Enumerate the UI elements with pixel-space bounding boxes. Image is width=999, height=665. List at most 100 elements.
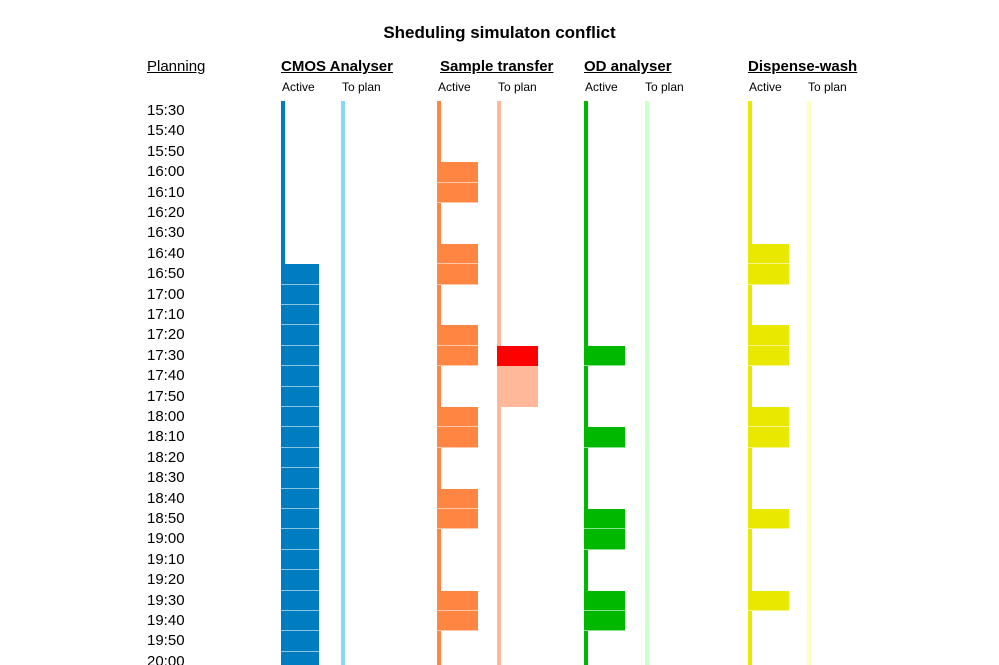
slot-divider (281, 569, 319, 571)
active-slot-block (437, 182, 478, 203)
time-label: 16:40 (147, 244, 185, 262)
active-slot-block (281, 468, 319, 489)
time-label: 15:30 (147, 102, 185, 119)
time-label: 17:30 (147, 346, 185, 364)
slot-divider (281, 406, 319, 407)
time-label: 17:40 (147, 367, 185, 385)
slot-divider (584, 548, 625, 550)
slot-divider (437, 181, 478, 183)
active-column-label: Active (749, 80, 782, 94)
active-slot-block (584, 529, 625, 550)
slot-divider (748, 344, 789, 346)
time-label: 17:00 (147, 285, 185, 303)
active-slot-block (437, 345, 478, 367)
active-slot-block (437, 407, 478, 428)
active-slot-block (437, 264, 478, 285)
time-label: 16:30 (147, 224, 185, 242)
slot-divider (437, 610, 478, 611)
slot-divider (281, 487, 319, 489)
active-column-label: Active (438, 80, 471, 94)
slot-divider (748, 610, 789, 611)
slot-divider (437, 344, 478, 346)
active-slot-block (281, 264, 319, 285)
to-plan-track-strip (341, 101, 345, 665)
slot-divider (281, 610, 319, 611)
active-track-strip (748, 101, 752, 665)
active-slot-block (281, 651, 319, 665)
time-label: 17:50 (147, 387, 185, 405)
slot-divider (281, 589, 319, 591)
active-slot-block (281, 305, 319, 326)
active-slot-block (281, 386, 319, 407)
active-slot-block (281, 590, 319, 611)
slot-divider (584, 446, 625, 448)
active-slot-block (584, 509, 625, 530)
to-plan-column-label: To plan (342, 80, 381, 94)
slot-divider (748, 446, 789, 448)
slot-divider (281, 446, 319, 448)
active-slot-block (281, 611, 319, 632)
active-slot-block (748, 427, 789, 448)
slot-divider (748, 365, 789, 367)
active-slot-block (281, 427, 319, 448)
slot-divider (281, 365, 319, 367)
time-label: 18:10 (147, 428, 185, 446)
resource-header-od-analyser: OD analyser (584, 58, 672, 75)
active-slot-block (437, 488, 478, 509)
slot-divider (437, 283, 478, 285)
time-label: 18:30 (147, 469, 185, 487)
active-slot-block (437, 590, 478, 611)
active-slot-block (281, 488, 319, 509)
active-slot-block (281, 407, 319, 428)
active-slot-block (281, 509, 319, 530)
to-plan-column-label: To plan (498, 80, 537, 94)
active-slot-block (281, 366, 319, 387)
slot-divider (748, 426, 789, 428)
active-slot-block (437, 325, 478, 346)
active-column-label: Active (282, 80, 315, 94)
active-slot-block (748, 243, 789, 265)
slot-divider (281, 426, 319, 428)
active-column-label: Active (585, 80, 618, 94)
active-track-strip (437, 101, 441, 665)
time-label: 16:10 (147, 183, 185, 201)
active-slot-block (281, 447, 319, 469)
to-plan-track-strip (807, 101, 811, 665)
slot-divider (281, 650, 319, 652)
active-slot-block (437, 243, 478, 265)
slot-divider (281, 344, 319, 346)
time-label: 18:50 (147, 510, 185, 527)
slot-divider (437, 508, 478, 509)
active-slot-block (437, 611, 478, 632)
time-label: 19:50 (147, 632, 185, 650)
slot-divider (281, 324, 319, 326)
time-label: 17:20 (147, 326, 185, 344)
slot-divider (281, 630, 319, 632)
active-slot-block (281, 631, 319, 652)
active-slot-block (437, 162, 478, 183)
active-slot-block (281, 345, 319, 367)
slot-divider (584, 365, 625, 367)
resource-header-cmos-analyser: CMOS Analyser (281, 58, 393, 75)
to-plan-slot-block (497, 386, 538, 407)
active-slot-block (281, 529, 319, 550)
slot-divider (281, 304, 319, 305)
slot-divider (437, 263, 478, 265)
active-slot-block (748, 345, 789, 367)
resource-header-dispense-wash: Dispense-wash (748, 58, 858, 75)
slot-divider (281, 528, 319, 530)
active-slot-block (584, 611, 625, 632)
conflict-slot-block (497, 345, 538, 367)
slot-divider (584, 610, 625, 611)
slot-divider (748, 263, 789, 265)
planning-header: Planning (147, 58, 206, 75)
slot-divider (748, 283, 789, 285)
slot-divider (584, 528, 625, 530)
time-label: 20:00 (147, 652, 185, 665)
to-plan-column-label: To plan (645, 80, 684, 94)
slot-divider (437, 365, 478, 367)
time-label: 19:20 (147, 571, 185, 589)
to-plan-track-strip (645, 101, 649, 665)
active-slot-block (437, 509, 478, 530)
slot-divider (281, 467, 319, 469)
